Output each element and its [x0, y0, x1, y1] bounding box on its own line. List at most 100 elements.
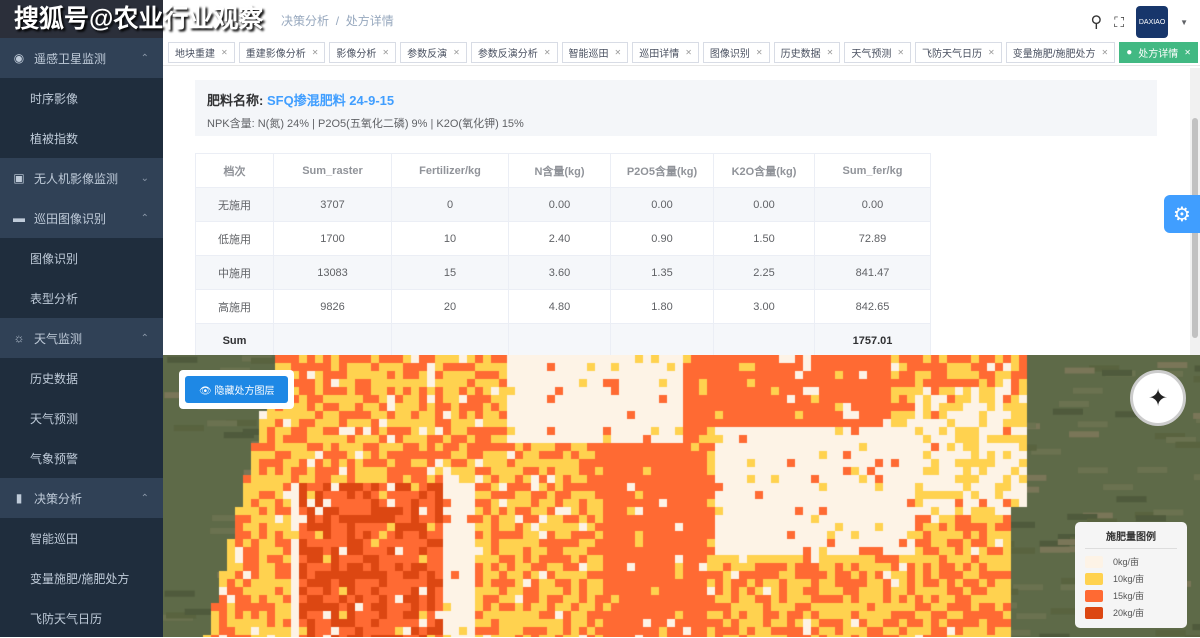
tag-label: 巡田详情: [639, 49, 680, 60]
tag-label: 智能巡田: [568, 49, 609, 60]
tag-item[interactable]: 变量施肥/施肥处方 ✕: [1005, 42, 1116, 63]
close-icon[interactable]: ✕: [453, 48, 460, 57]
close-icon[interactable]: ✕: [988, 48, 995, 57]
tag-item[interactable]: 影像分析 ✕: [329, 42, 397, 63]
sidebar-group[interactable]: ▮ 决策分析 ⌃: [0, 478, 163, 518]
sidebar-item-label: 智能巡田: [30, 531, 79, 546]
search-icon[interactable]: ⚲: [1090, 14, 1103, 31]
tag-label: 重建影像分析: [245, 49, 306, 60]
close-icon[interactable]: ✕: [1101, 48, 1109, 57]
tag-item[interactable]: ● 处方详情 ✕: [1119, 42, 1198, 63]
tag-label: 处方详情: [1138, 49, 1179, 60]
breadcrumb-parent[interactable]: 决策分析: [281, 14, 330, 28]
table-cell: 0.00: [814, 187, 931, 222]
sidebar-item-label: 天气预测: [30, 411, 79, 426]
sidebar-group-label: 天气监测: [34, 331, 83, 346]
close-icon[interactable]: ✕: [755, 48, 763, 57]
avatar[interactable]: DAXIAO: [1136, 6, 1169, 38]
tag-label: 参数反演: [407, 49, 448, 60]
settings-gear-button[interactable]: ⚙: [1164, 195, 1200, 233]
table-cell: 3707: [273, 187, 392, 222]
table-cell: 0: [391, 187, 509, 222]
caret-down-icon[interactable]: ▼: [1180, 17, 1188, 27]
sidebar-item-label: 飞防天气日历: [30, 611, 103, 626]
table-row: 高施用 9826 20 4.80 1.80 3.00 842.65: [195, 289, 931, 324]
watermark: 搜狐号@农业行业观察: [14, 5, 264, 33]
hide-layer-button[interactable]: 👁 隐藏处方图层: [185, 376, 289, 403]
close-icon[interactable]: ✕: [614, 48, 622, 57]
table-cell: 72.89: [814, 221, 931, 256]
tag-item[interactable]: 巡田详情 ✕: [632, 42, 699, 63]
table-row: 中施用 13083 15 3.60 1.35 2.25 841.47: [195, 255, 931, 290]
tag-item[interactable]: 飞防天气日历 ✕: [915, 42, 1002, 63]
sidebar-item[interactable]: 历史数据: [0, 358, 163, 398]
column-header: Sum_fer/kg: [814, 153, 931, 188]
sidebar-item[interactable]: 智能巡田: [0, 518, 163, 558]
close-icon[interactable]: ✕: [221, 48, 228, 57]
sidebar-group-label: 巡田图像识别: [34, 211, 107, 226]
tag-item[interactable]: 智能巡田 ✕: [561, 42, 629, 63]
tag-item[interactable]: 图像识别 ✕: [702, 42, 770, 63]
close-icon[interactable]: ✕: [543, 48, 551, 57]
prescription-map-layer[interactable]: [163, 355, 1200, 637]
prescription-map[interactable]: 👁 隐藏处方图层 ✦ 施肥量图例 0kg/亩 10kg/亩 15kg/亩 20kg/亩: [163, 355, 1200, 637]
close-icon[interactable]: ✕: [826, 48, 834, 57]
legend-label: 10kg/亩: [1113, 574, 1145, 584]
sidebar-item[interactable]: 图像识别: [0, 238, 163, 278]
sidebar-group[interactable]: ▬ 巡田图像识别 ⌃: [0, 198, 163, 238]
tag-label: 地块重建: [175, 49, 215, 60]
eye-icon: ◉: [13, 51, 25, 65]
sidebar-group-label: 无人机影像监测: [34, 171, 119, 186]
sidebar-item-label: 表型分析: [30, 291, 79, 306]
sidebar-group[interactable]: ☼ 天气监测 ⌃: [0, 318, 163, 358]
close-icon[interactable]: ✕: [311, 48, 319, 57]
tag-item[interactable]: 天气预测 ✕: [844, 42, 912, 63]
table-cell: 20: [391, 289, 509, 324]
fertilizer-name: SFQ掺混肥料 24-9-15: [266, 93, 395, 108]
sidebar-item-label: 气象预警: [30, 451, 79, 466]
close-icon[interactable]: ✕: [1184, 48, 1191, 57]
sidebar-item[interactable]: 天气预测: [0, 398, 163, 438]
sidebar-group[interactable]: ◉ 遥感卫星监测 ⌃: [0, 38, 163, 78]
tag-item[interactable]: 历史数据 ✕: [773, 42, 841, 63]
tag-item[interactable]: 重建影像分析 ✕: [238, 42, 326, 63]
sidebar-item[interactable]: 表型分析: [0, 278, 163, 318]
legend-label: 0kg/亩: [1113, 557, 1140, 567]
sidebar-item[interactable]: 植被指数: [0, 118, 163, 158]
chevron-icon: ⌃: [140, 52, 149, 64]
legend-label: 15kg/亩: [1113, 591, 1145, 601]
table-cell: 3.60: [508, 255, 611, 290]
column-header: Sum_raster: [273, 153, 392, 188]
sidebar-group[interactable]: ▣ 无人机影像监测 ⌄: [0, 158, 163, 198]
sidebar-item[interactable]: 气象预警: [0, 438, 163, 478]
fullscreen-icon[interactable]: ⛶: [1114, 13, 1125, 30]
hide-layer-label: 隐藏处方图层: [214, 386, 275, 397]
table-cell: 1.35: [610, 255, 714, 290]
sidebar-item[interactable]: 时序影像: [0, 78, 163, 118]
close-icon[interactable]: ✕: [685, 48, 692, 57]
table-cell: 1.50: [713, 221, 815, 256]
compass-icon: ✦: [1130, 370, 1186, 426]
sidebar-item-label: 图像识别: [30, 251, 79, 266]
column-header: N含量(kg): [508, 153, 611, 188]
sidebar-item[interactable]: 飞防天气日历: [0, 598, 163, 638]
close-icon[interactable]: ✕: [897, 48, 905, 57]
table-cell: 9826: [273, 289, 392, 324]
legend-item: 10kg/亩: [1085, 570, 1177, 587]
legend-item: 15kg/亩: [1085, 587, 1177, 604]
tag-item[interactable]: 地块重建 ✕: [168, 42, 235, 63]
table-cell: 3.00: [713, 289, 815, 324]
sum-cell: [391, 323, 509, 358]
tag-item[interactable]: 参数反演分析 ✕: [470, 42, 558, 63]
tag-label: 图像识别: [709, 49, 750, 60]
active-dot-icon: ●: [1126, 47, 1133, 58]
legend-title: 施肥量图例: [1085, 528, 1177, 549]
tag-item[interactable]: 参数反演 ✕: [400, 42, 467, 63]
sum-cell: Sum: [195, 323, 274, 358]
truck-icon: ▬: [13, 211, 25, 225]
breadcrumb-separator: /: [335, 14, 340, 28]
sidebar-item[interactable]: 变量施肥/施肥处方: [0, 558, 163, 598]
close-icon[interactable]: ✕: [382, 48, 390, 57]
legend-swatch: [1085, 606, 1103, 619]
legend-swatch: [1085, 589, 1103, 602]
